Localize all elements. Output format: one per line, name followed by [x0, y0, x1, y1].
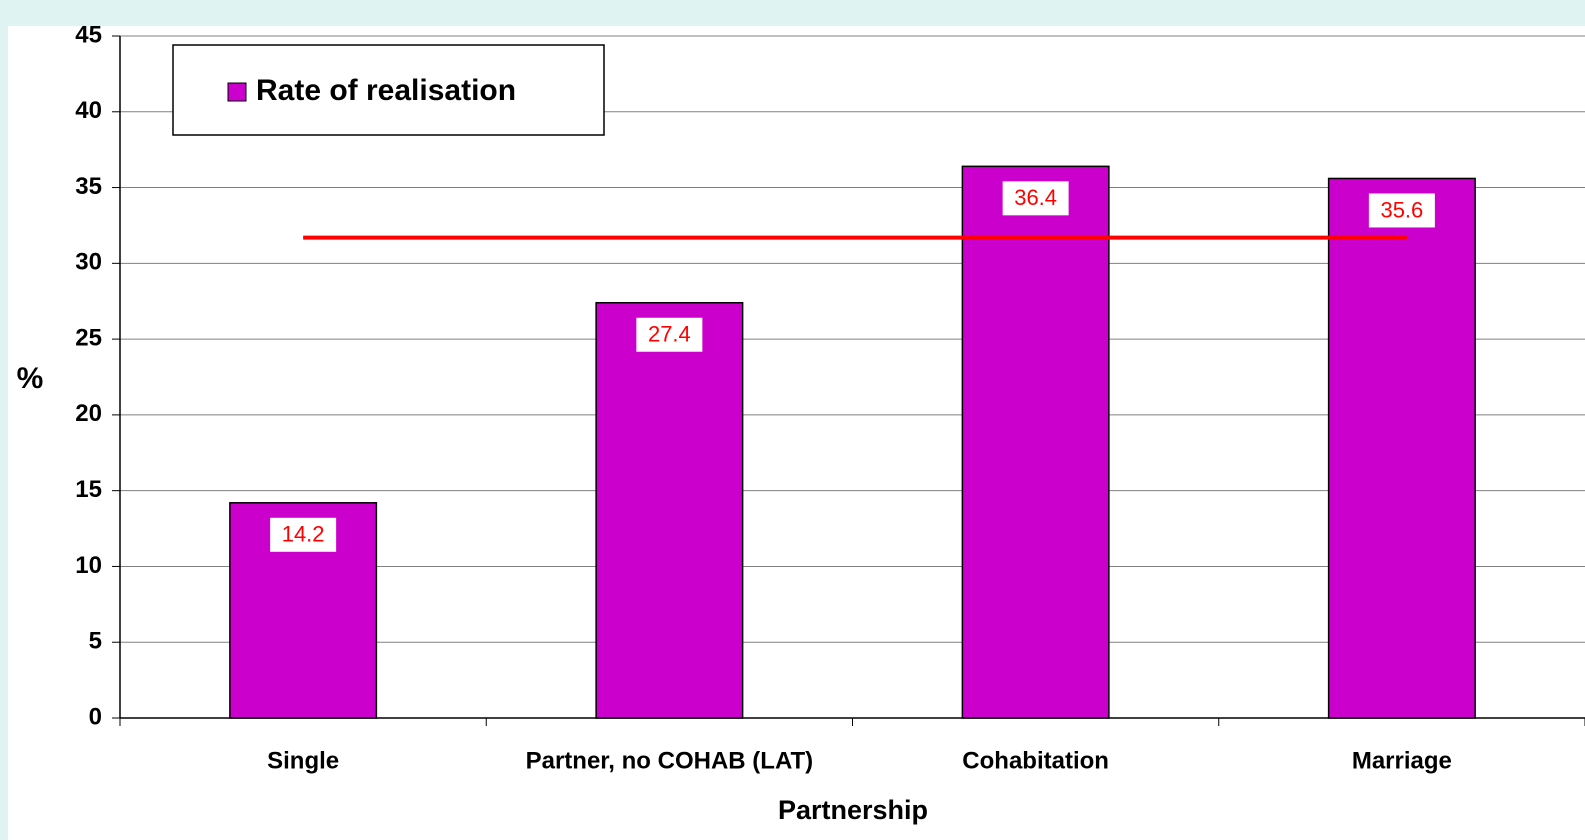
y-tick-label: 0	[89, 703, 102, 730]
x-tick-label: Single	[267, 747, 339, 774]
value-label: 27.4	[648, 322, 691, 347]
y-tick-label: 20	[75, 400, 102, 427]
x-tick-label: Partner, no COHAB (LAT)	[526, 747, 814, 774]
value-label: 36.4	[1014, 185, 1057, 210]
legend-swatch	[227, 82, 247, 102]
value-label-box	[270, 517, 337, 552]
y-tick-label: 10	[75, 552, 102, 579]
y-tick-label: 15	[75, 476, 102, 503]
y-tick-label: 30	[75, 249, 102, 276]
y-tick-label: 25	[75, 324, 102, 351]
x-tick-label: Marriage	[1352, 747, 1452, 774]
y-tick-label: 5	[89, 628, 102, 655]
y-tick-label: 45	[75, 21, 102, 48]
bar	[595, 301, 744, 719]
legend-label: Rate of realisation	[256, 74, 516, 107]
x-axis-title: Partnership	[778, 795, 928, 825]
value-label-box	[636, 317, 703, 352]
value-label: 35.6	[1380, 197, 1423, 222]
bar	[1327, 177, 1476, 719]
bar	[961, 165, 1110, 719]
x-tick-label: Cohabitation	[962, 747, 1109, 774]
value-label: 14.2	[282, 522, 325, 547]
y-tick-label: 35	[75, 173, 102, 200]
value-label-box	[1368, 193, 1435, 228]
y-axis-title: %	[17, 362, 44, 395]
value-label-box	[1002, 181, 1069, 216]
y-tick-label: 40	[75, 97, 102, 124]
